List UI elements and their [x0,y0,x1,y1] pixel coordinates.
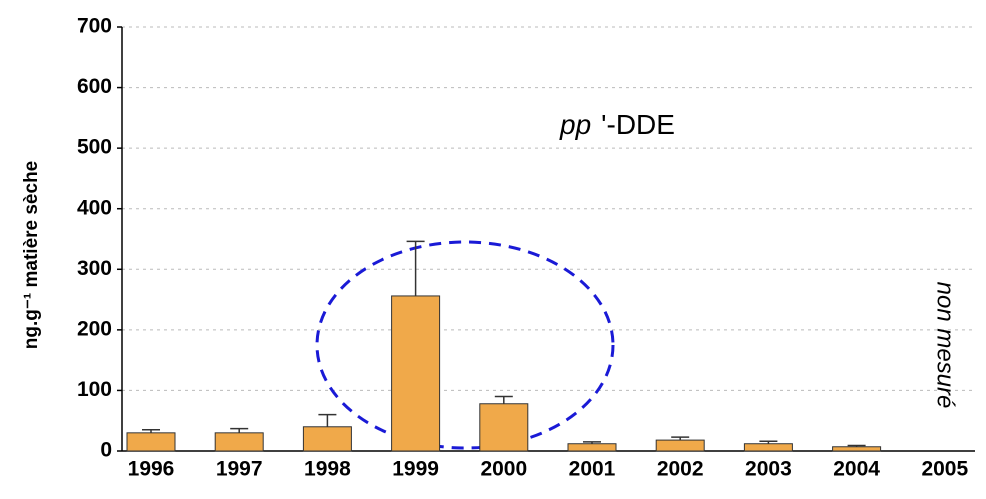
title-rest: '-DDE [601,109,675,140]
bar [479,403,529,452]
x-tick-label: 1998 [304,458,351,481]
title-italic: pp [559,109,591,140]
x-tick-label: 2004 [833,458,880,481]
x-tick-label: 2005 [921,458,968,481]
y-tick-label: 600 [77,75,112,98]
bar [743,443,793,452]
bar [302,426,352,452]
y-tick-label: 0 [100,439,112,462]
y-tick-label: 100 [77,378,112,401]
y-tick-label: 200 [77,317,112,340]
bar [832,446,882,452]
bar [391,295,441,452]
y-tick-label: 400 [77,196,112,219]
highlight-ellipse [315,240,615,450]
x-tick-label: 1996 [128,458,175,481]
y-axis-label: ng.g⁻¹ matière sèche [21,161,42,349]
x-tick-label: 2001 [569,458,616,481]
x-tick-label: 2003 [745,458,792,481]
bar [567,443,617,452]
bar [126,432,176,452]
bar [214,432,264,452]
annotation: non mesuré [932,282,959,409]
x-tick-label: 2002 [657,458,704,481]
chart-title: pp '-DDE [559,109,675,140]
x-tick-label: 1999 [392,458,439,481]
y-tick-label: 300 [77,257,112,280]
bar [655,439,705,452]
y-tick-label: 700 [77,15,112,38]
x-tick-label: 1997 [216,458,263,481]
x-tick-label: 2000 [480,458,527,481]
y-tick-label: 500 [77,136,112,159]
